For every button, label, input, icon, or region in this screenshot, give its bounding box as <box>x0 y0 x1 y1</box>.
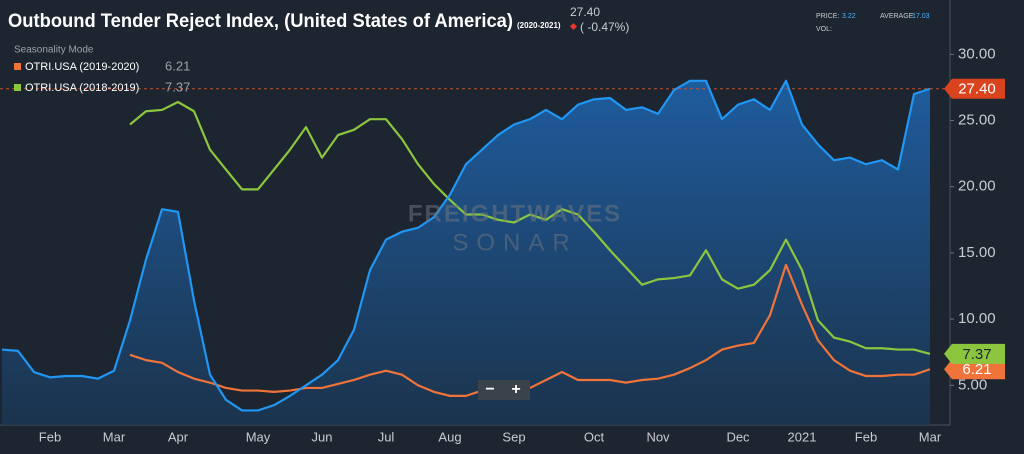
chart-subtitle: (2020-2021) <box>517 21 561 30</box>
stat-label: AVERAGE: <box>880 13 915 20</box>
legend-value: 6.21 <box>165 58 190 73</box>
x-tick-label: Mar <box>103 429 126 444</box>
legend-swatch <box>14 84 21 91</box>
stat-label: PRICE: <box>816 13 839 20</box>
y-tick-label: 5.00 <box>958 376 987 393</box>
value-label: 7.37 <box>962 346 991 363</box>
value-badge <box>944 78 1005 99</box>
header-value: 27.40 <box>570 5 600 19</box>
header-change: ( -0.47%) <box>580 20 629 34</box>
y-tick-label: 15.00 <box>958 244 996 261</box>
watermark: FREIGHTWAVES <box>408 200 622 227</box>
value-label: 27.40 <box>958 81 996 98</box>
legend-label: OTRI.USA (2019-2020) <box>25 61 139 73</box>
x-tick-label: Aug <box>438 429 461 444</box>
plot-area: 5.00 10.00 15.00 20.00 25.00 30.00 Feb Mar Apr Ma… <box>0 0 1005 444</box>
change-icon <box>569 22 578 31</box>
x-tick-label: Sep <box>502 429 525 444</box>
chart-title: Outbound Tender Reject Index, (United St… <box>8 11 513 32</box>
legend-label: OTRI.USA (2018-2019) <box>25 82 139 94</box>
x-tick-label: Apr <box>168 429 189 444</box>
x-tick-label: Dec <box>726 429 750 444</box>
legend-swatch <box>14 63 21 70</box>
x-tick-label: Mar <box>919 429 942 444</box>
x-tick-label: May <box>246 429 271 444</box>
y-tick-label: 25.00 <box>958 111 996 128</box>
x-tick-label: Jun <box>312 429 333 444</box>
x-tick-label: Jul <box>378 429 395 444</box>
overlay: FREIGHTWAVES SONAR Outbound Tender Rejec… <box>8 5 930 400</box>
area <box>2 80 930 426</box>
stat-label: VOL: <box>816 26 832 33</box>
watermark: SONAR <box>452 229 577 256</box>
x-tick-label: Oct <box>584 429 605 444</box>
zoom-in-button[interactable]: + <box>511 381 520 398</box>
value-badge <box>944 343 1005 364</box>
line <box>1 79 931 412</box>
stat-value: 17.03 <box>912 13 930 20</box>
zoom-controls <box>478 380 530 400</box>
legend-title: Seasonality Mode <box>14 45 94 56</box>
y-tick-label: 10.00 <box>958 310 996 327</box>
stat-value: 3.22 <box>842 13 856 20</box>
line <box>129 100 931 355</box>
value-label: 6.21 <box>962 361 991 378</box>
x-tick-label: Nov <box>646 429 670 444</box>
y-tick-label: 30.00 <box>958 45 996 62</box>
x-tick-label: Feb <box>855 429 877 444</box>
legend-value: 7.37 <box>165 79 190 94</box>
zoom-out-button[interactable]: − <box>485 381 494 398</box>
value-badge <box>944 359 1005 380</box>
x-tick-label: Feb <box>39 429 61 444</box>
y-tick-label: 20.00 <box>958 178 996 195</box>
x-tick-label: 2021 <box>788 429 817 444</box>
